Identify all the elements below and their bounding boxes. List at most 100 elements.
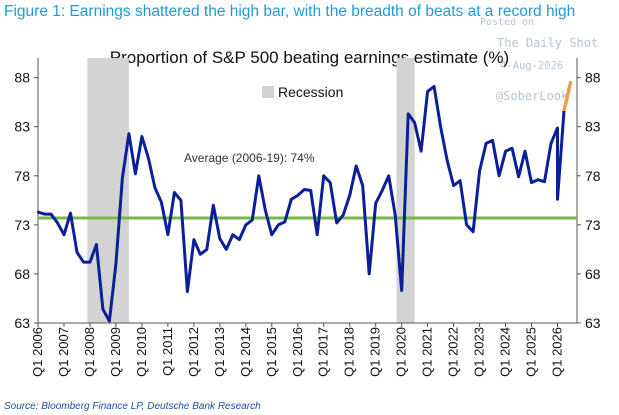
- data-point: [296, 194, 299, 197]
- data-point: [251, 218, 254, 222]
- data-point: [56, 221, 59, 225]
- source-note: Source: Bloomberg Finance LP, Deutsche B…: [4, 401, 261, 412]
- data-point: [166, 233, 170, 236]
- recession-bands: [87, 58, 415, 323]
- y-tick-label-left: 83: [14, 119, 30, 135]
- x-tick-label: Q1 2008: [82, 327, 97, 377]
- data-point: [134, 172, 137, 176]
- y-tick-label-right: 73: [585, 217, 601, 233]
- data-point: [342, 213, 345, 217]
- x-tick-label: Q1 2011: [160, 327, 175, 376]
- data-point: [270, 233, 273, 236]
- data-point: [257, 174, 260, 177]
- data-point: [361, 184, 364, 187]
- x-tick-label: Q1 2021: [420, 327, 435, 377]
- data-point: [303, 188, 306, 191]
- data-point: [277, 223, 280, 227]
- series-line-tail: [556, 110, 566, 201]
- data-point: [88, 260, 92, 264]
- series-points: [36, 85, 559, 323]
- data-point: [329, 181, 332, 184]
- data-point: [290, 198, 293, 201]
- x-tick-label: Q1 2013: [212, 327, 227, 377]
- data-point: [517, 175, 520, 178]
- legend-recession-swatch: [262, 86, 274, 98]
- data-point: [238, 238, 241, 241]
- data-point: [153, 186, 157, 189]
- x-ticks: Q1 2006 Q1 2007 Q1 2008 Q1 2009 Q1 2010 Q1 20…: [30, 323, 565, 377]
- data-point: [400, 289, 403, 292]
- y-tick-label-left: 78: [14, 168, 30, 184]
- data-point: [426, 90, 429, 93]
- data-point: [69, 211, 72, 215]
- data-point: [484, 142, 488, 145]
- data-point: [471, 230, 475, 233]
- data-point: [36, 210, 40, 214]
- data-point: [355, 164, 358, 168]
- y-tick-label-right: 63: [585, 315, 601, 331]
- average-annotation: Average (2006-19): 74%: [184, 151, 315, 165]
- x-tick-label: Q1 2014: [238, 327, 253, 377]
- x-tick-label: Q1 2023: [472, 327, 487, 377]
- data-point: [264, 208, 267, 212]
- data-point: [536, 178, 540, 181]
- data-point: [160, 201, 163, 204]
- watermark-source: The Daily Shot: [497, 36, 599, 50]
- data-point: [458, 179, 462, 182]
- data-point: [179, 199, 183, 202]
- x-tick-label: Q1 2025: [524, 327, 539, 377]
- x-tick-label: Q1 2017: [316, 327, 331, 377]
- data-point: [199, 253, 202, 256]
- data-point: [140, 135, 144, 138]
- y-tick-label-left: 68: [14, 266, 30, 282]
- axes: [37, 58, 578, 324]
- y-tick-label-right: 78: [585, 168, 601, 184]
- data-point: [387, 174, 390, 177]
- x-tick-label: Q1 2024: [498, 327, 513, 377]
- x-tick-label: Q1 2016: [290, 327, 305, 377]
- x-tick-label: Q1 2018: [342, 327, 357, 377]
- data-point: [173, 191, 176, 194]
- data-point: [406, 112, 410, 116]
- data-point: [465, 223, 468, 227]
- watermark-posted: Posted on: [480, 17, 535, 28]
- data-point: [62, 233, 66, 236]
- data-point: [348, 194, 351, 197]
- data-point: [43, 212, 46, 216]
- data-point: [95, 243, 98, 246]
- data-point: [205, 248, 209, 251]
- data-point: [108, 319, 111, 323]
- data-point: [82, 260, 85, 264]
- x-tick-label: Q1 2010: [134, 327, 149, 377]
- data-point: [147, 156, 150, 160]
- x-tick-label: Q1 2020: [394, 327, 409, 377]
- data-point: [439, 125, 442, 128]
- data-point: [413, 121, 416, 124]
- watermark-date: 4-Aug-2026: [500, 60, 564, 72]
- data-point: [49, 212, 53, 216]
- data-point: [127, 132, 131, 135]
- data-point: [283, 220, 286, 224]
- data-point: [374, 202, 377, 205]
- data-point: [530, 181, 533, 184]
- data-point: [452, 184, 455, 187]
- data-point: [192, 238, 196, 241]
- x-tick-label: Q1 2006: [30, 327, 45, 377]
- x-tick-label: Q1 2007: [56, 327, 71, 377]
- data-point: [218, 237, 222, 240]
- y-tick-label-right: 83: [585, 119, 601, 135]
- data-point: [504, 150, 507, 153]
- data-point: [309, 189, 312, 192]
- data-point: [432, 85, 436, 88]
- y-tick-label-left: 88: [14, 70, 30, 86]
- data-point: [523, 150, 527, 153]
- data-point: [186, 290, 189, 293]
- y-ticks-left: 63 68 73 78 83 88: [14, 70, 38, 331]
- data-point: [393, 213, 397, 217]
- data-point: [543, 180, 546, 183]
- data-point: [497, 174, 501, 177]
- data-point: [510, 147, 514, 150]
- legend-recession-label: Recession: [278, 84, 343, 100]
- x-tick-label: Q1 2019: [368, 327, 383, 377]
